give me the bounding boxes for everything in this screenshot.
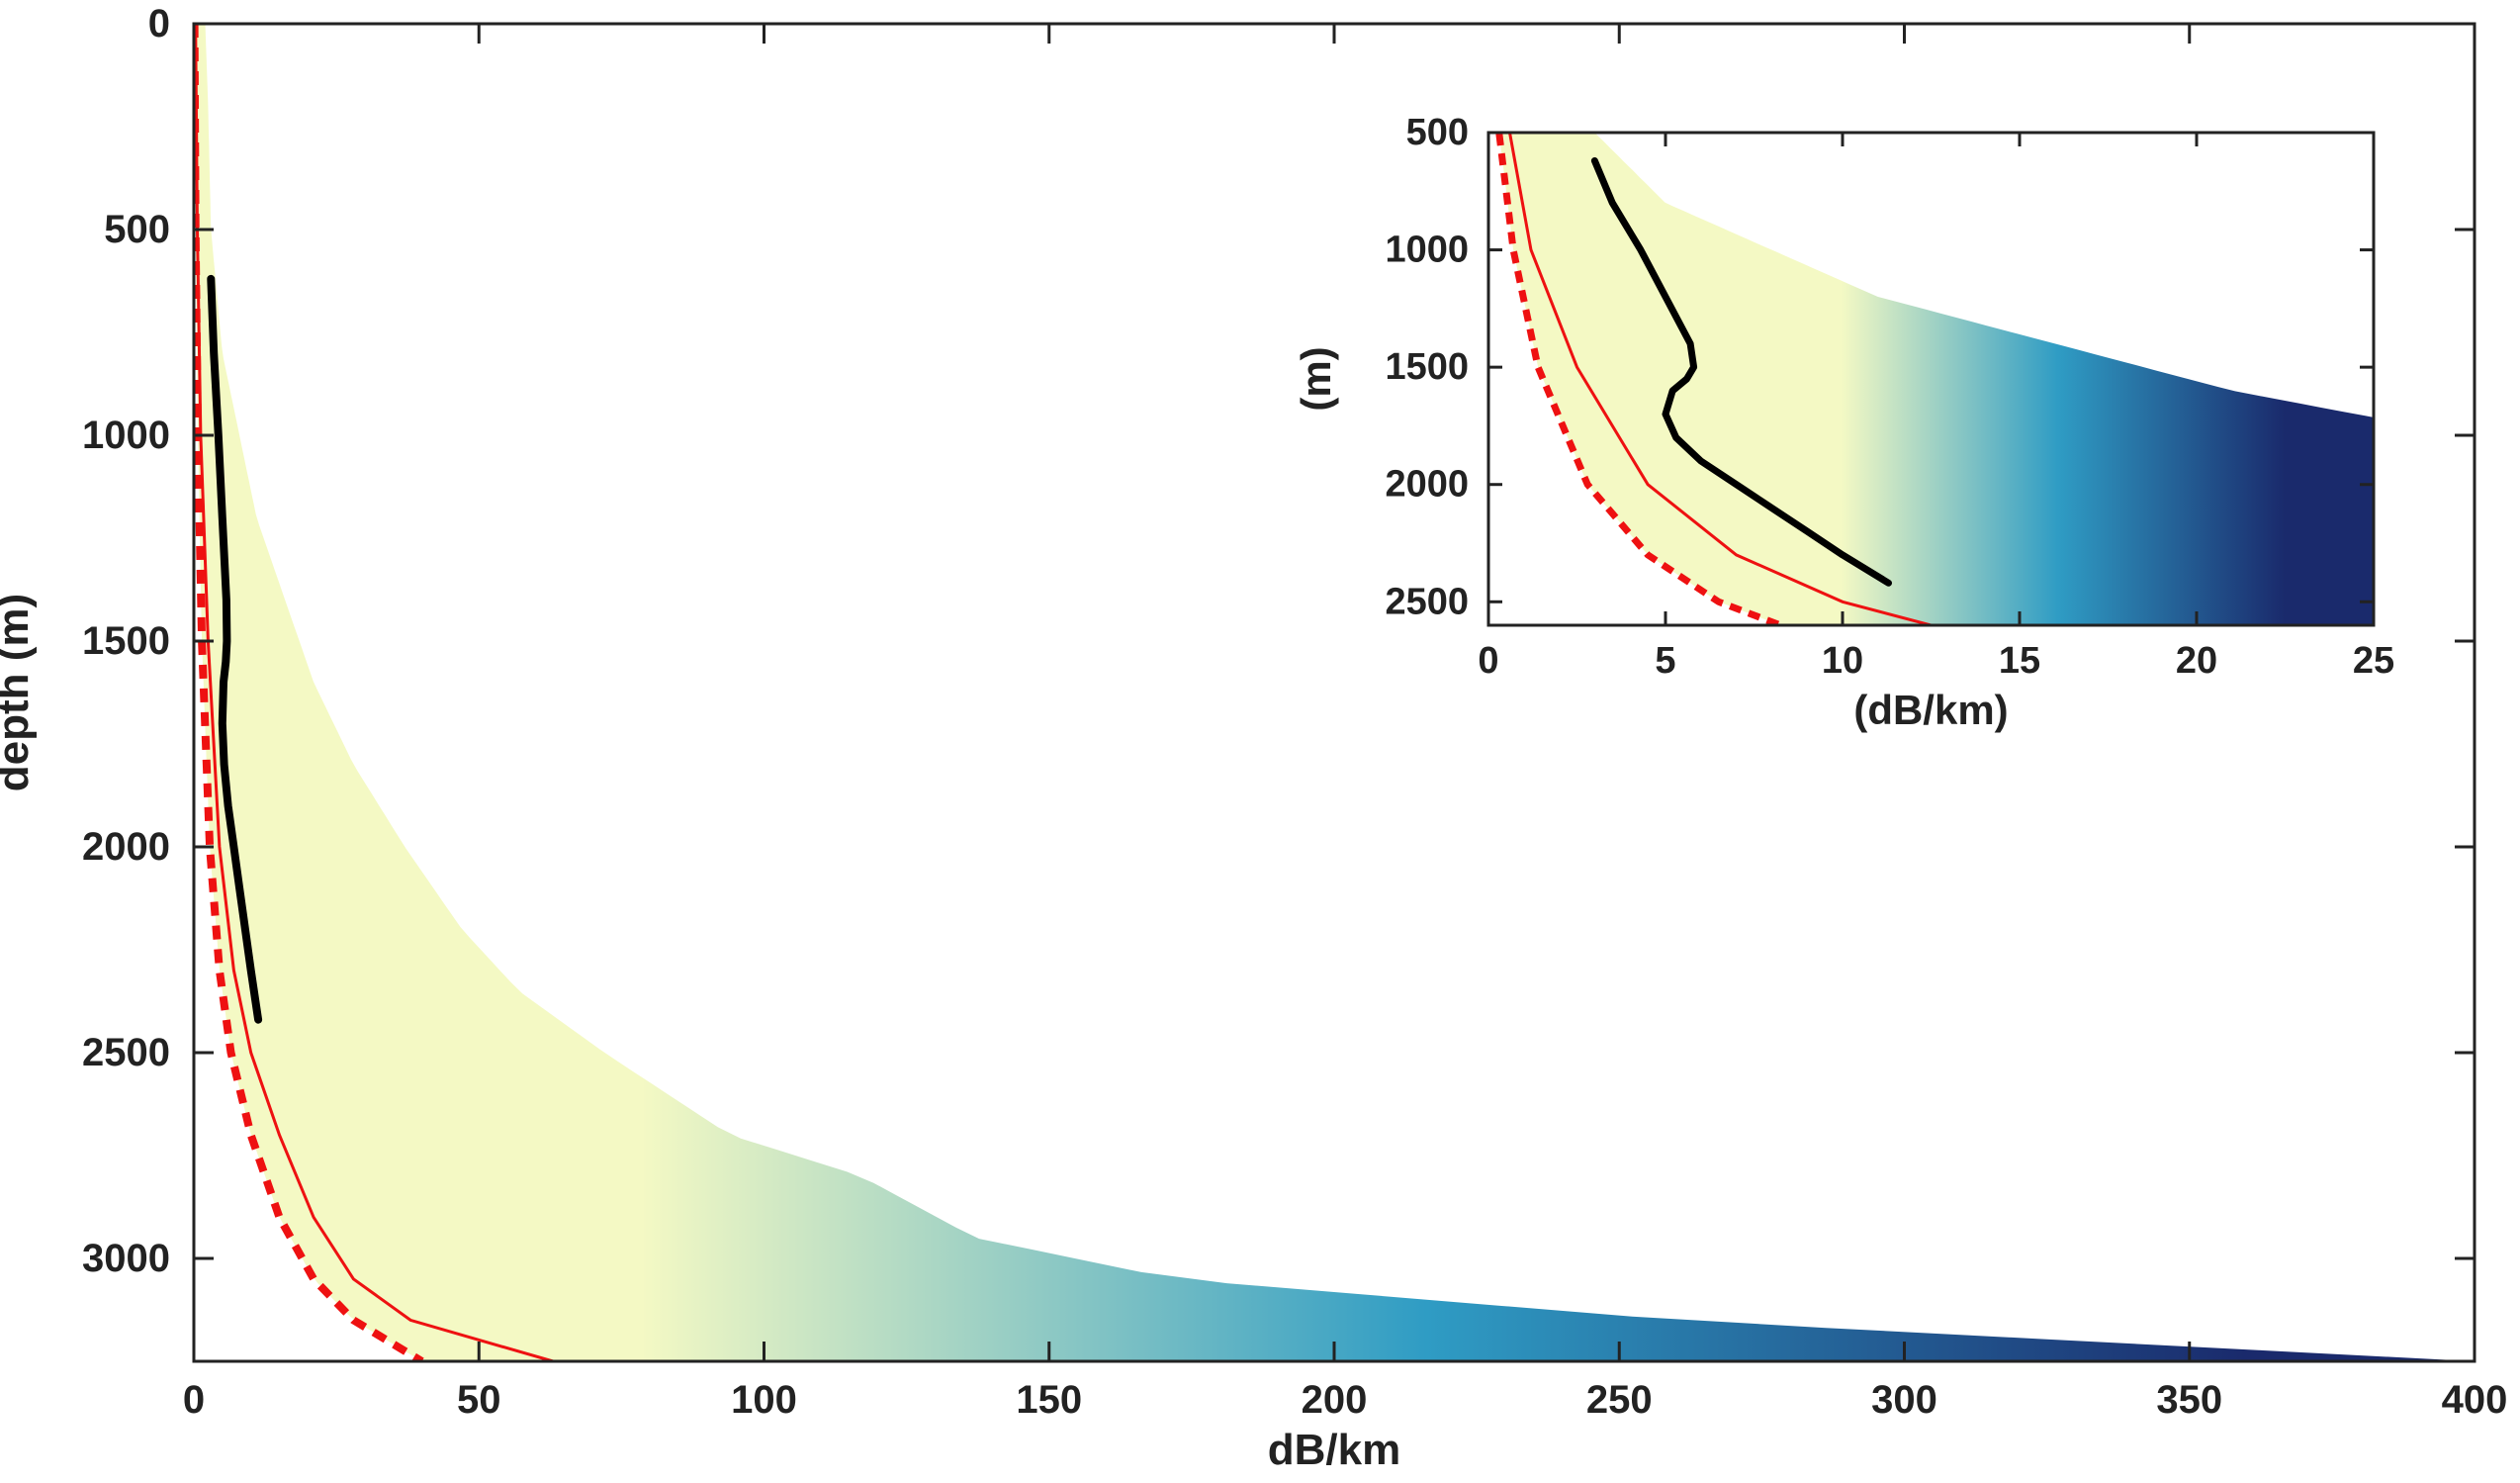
inset-ytick-label: 2500 [1385, 581, 1469, 622]
red-dashed-curve [1495, 133, 1791, 625]
main-ytick-label: 3000 [82, 1237, 170, 1280]
red-dashed-curve [194, 24, 424, 1361]
main-xtick-label: 400 [2442, 1378, 2508, 1422]
inset-ytick-label: 500 [1406, 112, 1469, 153]
fan-band [194, 24, 2475, 1361]
black-mean-curve [207, 274, 263, 1024]
inset-xtick-label: 15 [1999, 640, 2040, 682]
inset-ytick-label: 1500 [1385, 346, 1469, 388]
main-x-axis-title: dB/km [1268, 1426, 1400, 1474]
main-xtick-label: 350 [2156, 1378, 2222, 1422]
main-xtick-label: 300 [1871, 1378, 1937, 1422]
red-solid-curve [194, 24, 554, 1361]
main-ytick-label: 1000 [82, 414, 170, 457]
main-xtick-label: 150 [1016, 1378, 1082, 1422]
main-ytick-label: 2500 [82, 1031, 170, 1074]
main-y-axis-title: depth (m) [0, 594, 38, 791]
inset-y-axis-title: (m) [1293, 346, 1339, 411]
main-xtick-label: 200 [1302, 1378, 1368, 1422]
fan-band [1498, 133, 2374, 625]
red-solid-curve [1507, 133, 1937, 625]
main-xtick-label: 0 [183, 1378, 205, 1422]
inset-plot-area [1495, 133, 2374, 625]
black-mean-curve [1590, 157, 1892, 587]
inset-axes-frame [1486, 131, 2376, 627]
inset-ytick-label: 2000 [1385, 464, 1469, 506]
main-ytick-label: 500 [104, 208, 170, 251]
inset-x-axis-title: (dB/km) [1853, 687, 2008, 733]
main-xtick-label: 50 [457, 1378, 501, 1422]
main-ytick-label: 2000 [82, 825, 170, 869]
inset-xtick-label: 5 [1655, 640, 1675, 682]
main-xtick-label: 250 [1586, 1378, 1653, 1422]
inset-xtick-label: 0 [1478, 640, 1498, 682]
inset-xtick-label: 25 [2353, 640, 2394, 682]
main-plot-area [194, 24, 2475, 1361]
inset-xtick-label: 10 [1822, 640, 1863, 682]
inset-ytick-label: 1000 [1385, 230, 1469, 271]
main-ytick-label: 1500 [82, 619, 170, 663]
main-ytick-label: 0 [148, 2, 170, 46]
inset-xtick-label: 20 [2176, 640, 2217, 682]
main-xtick-label: 100 [731, 1378, 797, 1422]
